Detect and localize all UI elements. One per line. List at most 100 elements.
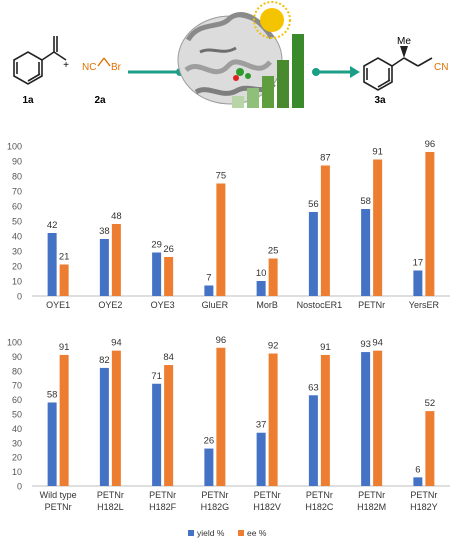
data-label: 29 <box>151 240 162 251</box>
data-label: 56 <box>308 199 319 210</box>
bar-ee <box>425 411 435 486</box>
x-tick-label: H182V <box>253 502 281 512</box>
legend-label: ee % <box>247 528 267 538</box>
data-label: 38 <box>99 226 110 237</box>
reaction-arrow-out <box>312 66 360 78</box>
y-tick-label: 40 <box>12 232 22 242</box>
x-tick-label: OYE1 <box>46 300 70 310</box>
data-label: 17 <box>413 258 424 269</box>
reactant-2a-label: 2a <box>94 95 106 106</box>
bar-yield <box>413 270 423 296</box>
y-tick-label: 70 <box>12 381 22 391</box>
x-tick-label: PETNr <box>410 490 437 500</box>
x-tick-label: PETNr <box>358 490 385 500</box>
y-tick-label: 0 <box>17 482 22 492</box>
y-tick-label: 70 <box>12 187 22 197</box>
y-tick-label: 30 <box>12 247 22 257</box>
bar-ee <box>320 354 330 486</box>
bar-charts: 01020304050607080901004221OYE13848OYE229… <box>7 139 450 538</box>
y-tick-label: 60 <box>12 395 22 405</box>
data-label: 92 <box>268 341 279 352</box>
y-tick-label: 0 <box>17 292 22 302</box>
y-tick-label: 30 <box>12 438 22 448</box>
bar-yield <box>256 281 266 296</box>
x-tick-label: PETNr <box>149 490 176 500</box>
legend-swatch-yield <box>188 530 194 536</box>
y-tick-label: 10 <box>12 277 22 287</box>
x-tick-label: OYE2 <box>98 300 122 310</box>
x-tick-label: PETNr <box>306 490 333 500</box>
reactant-2a-bonds <box>97 57 111 67</box>
bar-ee <box>268 258 278 296</box>
data-label: 58 <box>47 389 58 400</box>
data-label: 94 <box>372 338 383 349</box>
y-tick-label: 90 <box>12 157 22 167</box>
data-label: 58 <box>360 196 371 207</box>
bar-ee <box>425 152 435 296</box>
y-tick-label: 40 <box>12 424 22 434</box>
bar-yield <box>256 432 266 486</box>
bar-yield <box>99 239 109 296</box>
light-bars-graphic <box>232 34 304 108</box>
x-tick-label: H182L <box>97 502 124 512</box>
bar-yield <box>413 477 423 486</box>
y-tick-label: 80 <box>12 172 22 182</box>
x-tick-label: PETNr <box>201 490 228 500</box>
data-label: 91 <box>372 147 383 158</box>
plus-sign: + <box>63 60 69 71</box>
data-label: 10 <box>256 268 267 279</box>
data-label: 52 <box>425 398 436 409</box>
bar-yield <box>361 209 371 296</box>
product-3a-me: Me <box>397 36 411 47</box>
legend-label: yield % <box>197 528 225 538</box>
y-tick-label: 50 <box>12 410 22 420</box>
bar-ee <box>268 353 278 486</box>
bar-yield <box>308 395 318 486</box>
data-label: 71 <box>151 371 162 382</box>
product-3a-structure <box>363 57 433 91</box>
x-tick-label: GluER <box>202 300 229 310</box>
data-label: 87 <box>320 153 331 164</box>
legend-swatch-ee <box>238 530 244 536</box>
bar-ee <box>59 264 69 296</box>
data-label: 48 <box>111 211 122 222</box>
bar-yield <box>152 383 162 486</box>
data-label: 37 <box>256 420 267 431</box>
bar-ee <box>216 183 226 296</box>
y-tick-label: 10 <box>12 467 22 477</box>
bar-yield <box>204 285 214 296</box>
bar-ee <box>111 224 121 296</box>
x-tick-label: Wild type <box>40 490 77 500</box>
x-tick-label: H182G <box>201 502 230 512</box>
x-tick-label: OYE3 <box>151 300 175 310</box>
x-tick-label: PETNr <box>97 490 124 500</box>
data-label: 91 <box>59 342 70 353</box>
y-tick-label: 50 <box>12 217 22 227</box>
y-tick-label: 60 <box>12 202 22 212</box>
data-label: 84 <box>163 352 174 363</box>
bar-ee <box>320 165 330 296</box>
product-3a-cn: CN <box>434 62 448 73</box>
data-label: 6 <box>415 464 420 475</box>
bar-yield <box>361 352 371 486</box>
x-tick-label: YersER <box>409 300 440 310</box>
data-label: 21 <box>59 252 70 263</box>
data-label: 7 <box>206 273 211 284</box>
y-tick-label: 90 <box>12 352 22 362</box>
bar-yield <box>47 233 57 296</box>
x-tick-label: PETNr <box>45 502 72 512</box>
bar-yield <box>99 367 109 486</box>
bar-ee <box>373 159 383 296</box>
product-3a-label: 3a <box>374 95 386 106</box>
bar-yield <box>47 402 57 486</box>
x-tick-label: NostocER1 <box>297 300 343 310</box>
bar-ee <box>373 350 383 486</box>
reaction-arrow-in <box>128 68 184 76</box>
bar-ee <box>59 354 69 486</box>
reactant-1a-label: 1a <box>22 95 34 106</box>
data-label: 42 <box>47 220 58 231</box>
bar-yield <box>308 212 318 296</box>
reactant-2a-br: Br <box>111 62 122 73</box>
data-label: 94 <box>111 338 122 349</box>
y-tick-label: 100 <box>7 142 22 152</box>
